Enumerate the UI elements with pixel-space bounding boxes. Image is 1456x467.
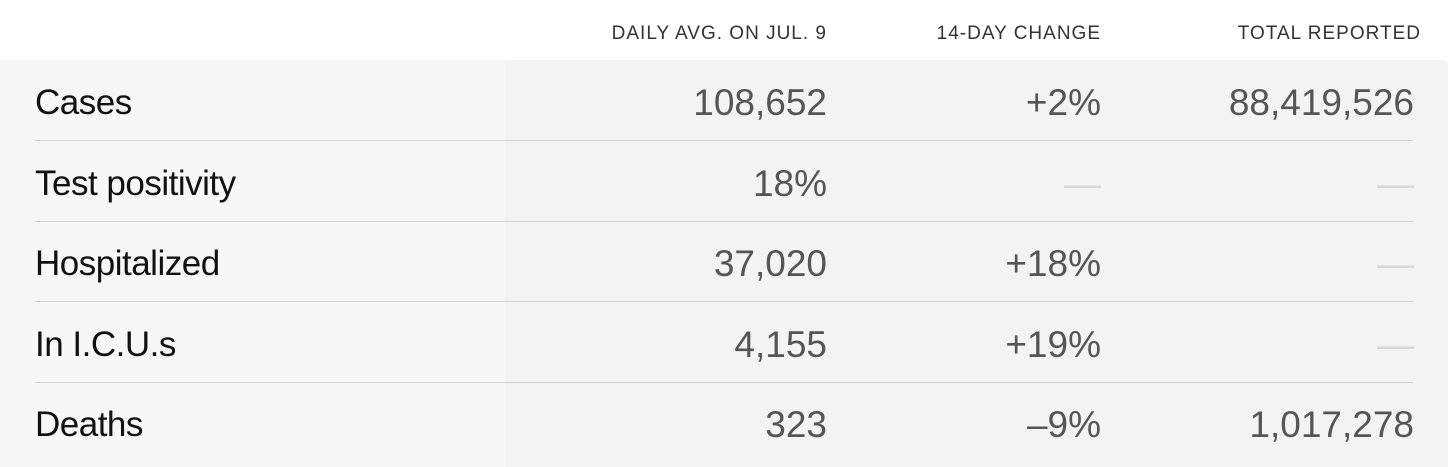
row-label: Test positivity xyxy=(35,163,236,203)
cell-value: 4,155 xyxy=(734,323,827,365)
cell-value: — xyxy=(1377,323,1414,365)
cell-value: +19% xyxy=(1005,323,1101,365)
cell-value: 108,652 xyxy=(693,82,827,123)
cell-value: 37,020 xyxy=(713,243,827,285)
row-label: Deaths xyxy=(35,405,143,445)
cell-value: — xyxy=(1064,162,1101,204)
row-separator xyxy=(35,220,1413,222)
row-separator xyxy=(35,381,1413,383)
row-separator xyxy=(35,301,1413,303)
column-header: TOTAL REPORTED xyxy=(1237,23,1421,44)
row-separator xyxy=(35,140,1413,141)
column-header: DAILY AVG. ON JUL. 9 xyxy=(611,23,827,44)
cell-value: 1,017,278 xyxy=(1249,404,1414,446)
cell-value: +18% xyxy=(1005,243,1101,285)
cell-value: –9% xyxy=(1026,404,1101,446)
table-body xyxy=(0,60,1448,467)
cell-value: — xyxy=(1377,162,1414,204)
cell-value: 18% xyxy=(752,162,827,204)
row-label: In I.C.U.s xyxy=(35,324,176,364)
cell-value: — xyxy=(1377,243,1414,285)
cell-value: 323 xyxy=(765,404,827,446)
cell-value: +2% xyxy=(1025,82,1101,123)
cell-value: 88,419,526 xyxy=(1228,82,1414,123)
row-label: Hospitalized xyxy=(35,244,220,284)
row-label: Cases xyxy=(35,83,132,122)
column-header: 14-DAY CHANGE xyxy=(936,23,1101,44)
